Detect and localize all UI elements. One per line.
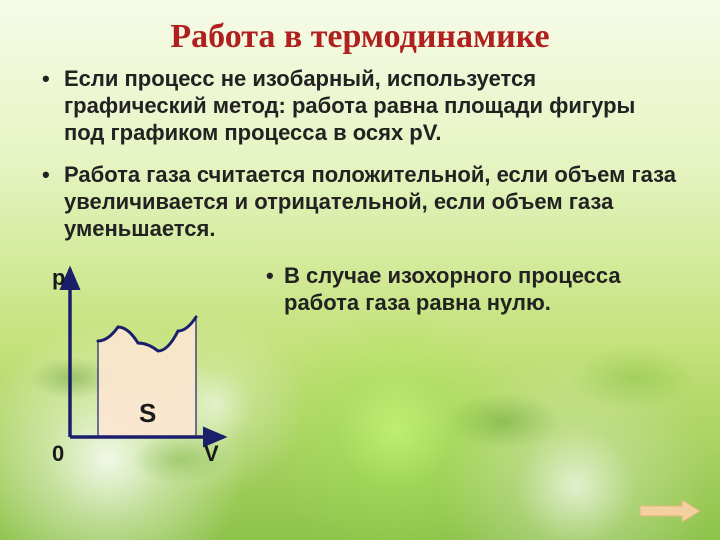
svg-text:p: p [52,265,65,290]
next-slide-button[interactable] [638,498,702,524]
pv-chart: p 0 V S [36,259,266,469]
bullet-item: В случае изохорного процесса работа газа… [280,263,680,317]
svg-text:0: 0 [52,441,64,464]
svg-text:V: V [204,441,219,464]
lower-row: p 0 V S В случае изохорного процесса работа… [36,259,684,469]
svg-text:S: S [139,398,156,428]
right-column: В случае изохорного процесса работа газа… [266,257,684,333]
slide: Работа в термодинамике Если процесс не и… [0,0,720,540]
arrow-right-icon [638,498,702,524]
main-bullet-list: Если процесс не изобарный, используется … [36,66,684,243]
right-bullet-list: В случае изохорного процесса работа газа… [266,263,684,317]
page-title: Работа в термодинамике [36,18,684,56]
pv-chart-svg: p 0 V S [36,259,236,464]
bullet-item: Если процесс не изобарный, используется … [60,66,680,146]
bullet-item: Работа газа считается положительной, есл… [60,162,680,242]
content-area: Работа в термодинамике Если процесс не и… [0,0,720,469]
